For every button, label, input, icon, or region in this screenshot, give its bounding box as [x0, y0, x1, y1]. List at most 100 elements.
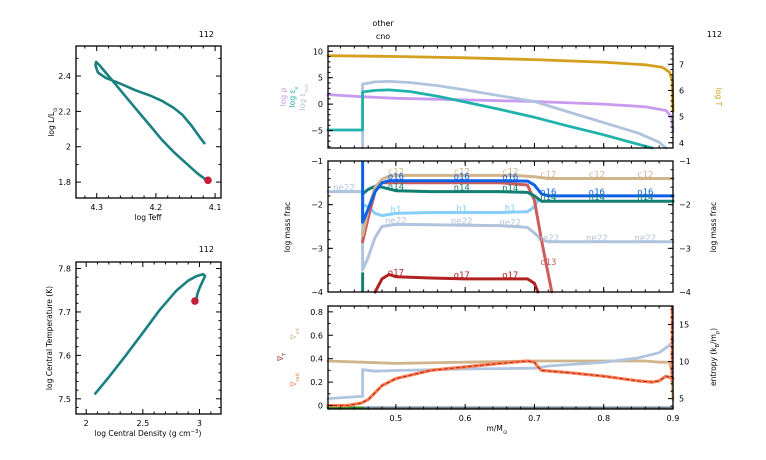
c12-curve-label: c12 — [502, 168, 518, 178]
bot-yr-tick-label: 15 — [679, 321, 689, 330]
hr-track-line — [94, 60, 210, 182]
gradient-frame — [327, 305, 674, 410]
central-conditions-panel: 112 2 2.5 3 7.5 7.6 7.7 7.8 log Central Densit… — [45, 245, 222, 438]
ylabel-grad-T: ∇T — [276, 352, 288, 362]
hr-y-tick-label: 2 — [66, 143, 71, 152]
center-track-line — [94, 272, 207, 395]
entropy-line — [326, 339, 675, 400]
bot-x-tick-label: 0.7 — [528, 414, 541, 423]
c13-curve-label: c13 — [540, 258, 556, 268]
bot-x-tick-label: 0.8 — [597, 414, 610, 423]
center-x-tick-label: 2.5 — [136, 419, 149, 428]
top-frame — [327, 45, 674, 149]
mid-yl-tick-label: −4 — [311, 288, 323, 297]
h1-curve-label: h1 — [456, 205, 467, 215]
o16-curve-label: o16 — [637, 188, 653, 198]
hr-model-number: 112 — [199, 30, 214, 39]
mid-yl-tick-label: −3 — [311, 244, 323, 253]
log-eps_nu-line — [326, 88, 654, 150]
o17-abundance-line — [373, 273, 540, 294]
hr-x-tick-label: 4.3 — [90, 203, 103, 212]
h1-abundance-line — [361, 198, 540, 218]
model-number-right: 112 — [707, 30, 722, 39]
n14-curve-label: n14 — [589, 193, 605, 203]
center-x-tick-label: 3 — [197, 419, 202, 428]
center-y-tick-label: 7.8 — [58, 265, 71, 274]
o16-curve-label: o16 — [540, 188, 556, 198]
bot-yl-tick-label: 0.6 — [310, 331, 323, 340]
bot-yl-tick-label: 0.8 — [310, 308, 323, 317]
ne22-curve-label: ne22 — [634, 234, 656, 244]
top-yl-tick-label: 0 — [318, 100, 323, 109]
hr-diagram-panel: 112 4.3 4.2 4.1 1.8 2 2.2 2.4 log Teff log L/L… — [47, 30, 222, 222]
ylabel-entropy: entropy (kB/mp) — [709, 328, 721, 386]
ne22-curve-label: ne22 — [586, 234, 608, 244]
mid-yr-tick-label: −1 — [679, 157, 691, 166]
mid-yr-tick-label: −4 — [679, 288, 691, 297]
o16-abundance-line — [361, 179, 675, 224]
o16-curve-label: o16 — [502, 173, 518, 183]
bot-x-tick-label: 0.9 — [667, 414, 680, 423]
center-model-number: 112 — [199, 245, 214, 254]
bot-yr-tick-label: 5 — [679, 395, 684, 404]
center-ylabel: log Central Temperature (K) — [45, 286, 54, 390]
ne22-curve-label: ne22 — [499, 218, 521, 228]
grad-ad-line — [326, 359, 675, 401]
hr-frame — [75, 45, 222, 199]
ne22-curve-label: ne22 — [451, 217, 473, 227]
hr-x-tick-label: 4.1 — [209, 203, 222, 212]
center-y-tick-label: 7.7 — [58, 308, 71, 317]
c12-curve-label: c12 — [540, 170, 556, 180]
ylabel-log-T: log T — [714, 88, 723, 107]
bot-yr-tick-label: 10 — [679, 358, 689, 367]
ylabel-grad-rad: ∇rad — [289, 373, 301, 387]
n14-curve-label: n14 — [540, 193, 556, 203]
c12-curve-label: c12 — [589, 170, 605, 180]
o16-curve-label: o16 — [388, 173, 404, 183]
n14-curve-label: n14 — [637, 193, 653, 203]
n14-curve-label: n14 — [388, 183, 404, 193]
bot-yl-tick-label: 0 — [318, 401, 323, 410]
hr-y-tick-label: 1.8 — [58, 178, 71, 187]
mid-yr-tick-label: −3 — [679, 244, 691, 253]
center-xlabel: log Central Density (g cm−3) — [95, 429, 202, 438]
bot-x-tick-label: 0.6 — [459, 414, 472, 423]
abundance-frame — [327, 160, 674, 293]
center-y-tick-label: 7.6 — [58, 351, 71, 360]
hr-current-marker — [204, 176, 212, 185]
top-yl-tick-label: −5 — [311, 127, 323, 136]
hr-y-tick-label: 2.4 — [58, 72, 71, 81]
log-eps_nuc-line — [361, 80, 668, 150]
ne22-abundance-line — [326, 190, 675, 272]
mid-yl-tick-label: −1 — [311, 157, 323, 166]
abundance-ylabel-right: log mass frac — [709, 202, 718, 252]
gradient-panel: 0.5 0.6 0.7 0.8 0.9 0 0.2 0.4 0.6 0.8 5 10 15 m/M⊙ ∇… — [276, 305, 721, 436]
c12-curve-label: c12 — [388, 167, 404, 177]
c12-curve-label: c12 — [454, 167, 470, 177]
ylabel-grad-ad: ∇ad — [289, 328, 301, 340]
xlabel-mass: m/M⊙ — [487, 424, 508, 436]
c12-abundance-line — [361, 173, 675, 237]
ne22-curve-label: ne22 — [537, 234, 559, 244]
top-yl-tick-label: 10 — [313, 47, 323, 56]
h1-curve-label: h1 — [505, 204, 516, 214]
mid-yl-tick-label: −2 — [311, 201, 323, 210]
n14-curve-label: n14 — [502, 184, 518, 194]
top-yl-tick-label: 5 — [318, 74, 323, 83]
top-yr-tick-label: 5 — [679, 113, 684, 122]
hr-xlabel: log Teff — [135, 213, 163, 222]
h1-curve-label: h1 — [390, 205, 401, 215]
log-rho-line — [326, 93, 675, 132]
o16-curve-label: o16 — [454, 173, 470, 183]
top-yr-tick-label: 6 — [679, 86, 684, 95]
hr-x-tick-label: 4.2 — [150, 203, 163, 212]
abundance-ylabel-left: log mass frac — [283, 202, 292, 252]
center-x-tick-label: 2 — [84, 419, 89, 428]
center-current-marker — [191, 297, 199, 305]
hr-ylabel: log L/L⊙ — [47, 107, 59, 136]
mid-yr-tick-label: −2 — [679, 201, 691, 210]
o16-curve-label: o16 — [589, 188, 605, 198]
o17-curve-label: o17 — [502, 271, 518, 281]
